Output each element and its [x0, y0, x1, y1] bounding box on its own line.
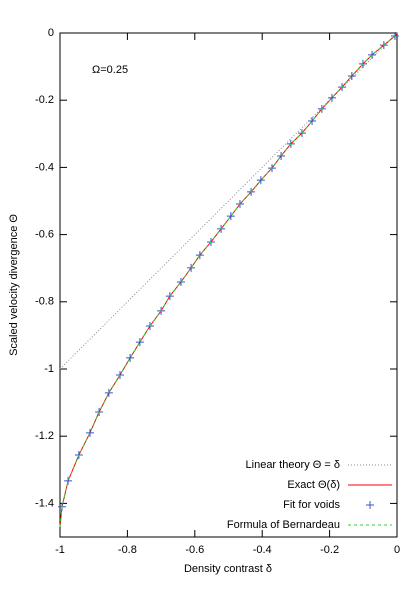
series-line — [59, 32, 398, 370]
point — [126, 353, 135, 362]
plot-frame — [59, 32, 398, 538]
y-tick-label: -1 — [44, 363, 54, 375]
legend-swatch — [366, 501, 374, 509]
y-tick-label: 0 — [48, 27, 54, 39]
point — [226, 212, 235, 221]
point — [104, 388, 113, 397]
point — [187, 263, 196, 272]
point — [327, 93, 336, 102]
y-tick-label: -0.4 — [35, 161, 54, 173]
point — [347, 72, 356, 81]
x-axis-label: Density contrast δ — [184, 563, 272, 575]
y-tick-label: -0.6 — [35, 229, 54, 241]
y-tick-label: -1.2 — [35, 430, 54, 442]
point — [85, 428, 94, 437]
y-tick-label: -0.2 — [35, 94, 54, 106]
x-tick-label: -1 — [55, 544, 65, 556]
point — [390, 32, 399, 41]
legend-label: Exact Θ(δ) — [287, 479, 340, 491]
point — [368, 50, 377, 59]
y-tick-label: -1.4 — [35, 497, 54, 509]
x-tick-label: -0.8 — [118, 544, 137, 556]
legend-label: Fit for voids — [283, 499, 340, 511]
point — [64, 476, 73, 485]
point — [256, 176, 265, 185]
point — [195, 251, 204, 260]
y-axis-label: Scaled velocity divergence Θ — [8, 214, 20, 356]
x-tick-label: -0.4 — [253, 544, 272, 556]
legend-label: Linear theory Θ = δ — [246, 459, 340, 471]
point — [277, 151, 286, 160]
y-tick-label: -0.8 — [35, 296, 54, 308]
x-tick-label: 0 — [394, 544, 400, 556]
x-tick-label: -0.2 — [320, 544, 339, 556]
point — [308, 117, 317, 126]
series-line — [59, 32, 398, 527]
point — [135, 338, 144, 347]
series-line — [59, 32, 398, 527]
x-tick-label: -0.6 — [185, 544, 204, 556]
legend-label: Formula of Bernardeau — [227, 519, 340, 531]
annotation: Ω=0.25 — [92, 64, 128, 76]
